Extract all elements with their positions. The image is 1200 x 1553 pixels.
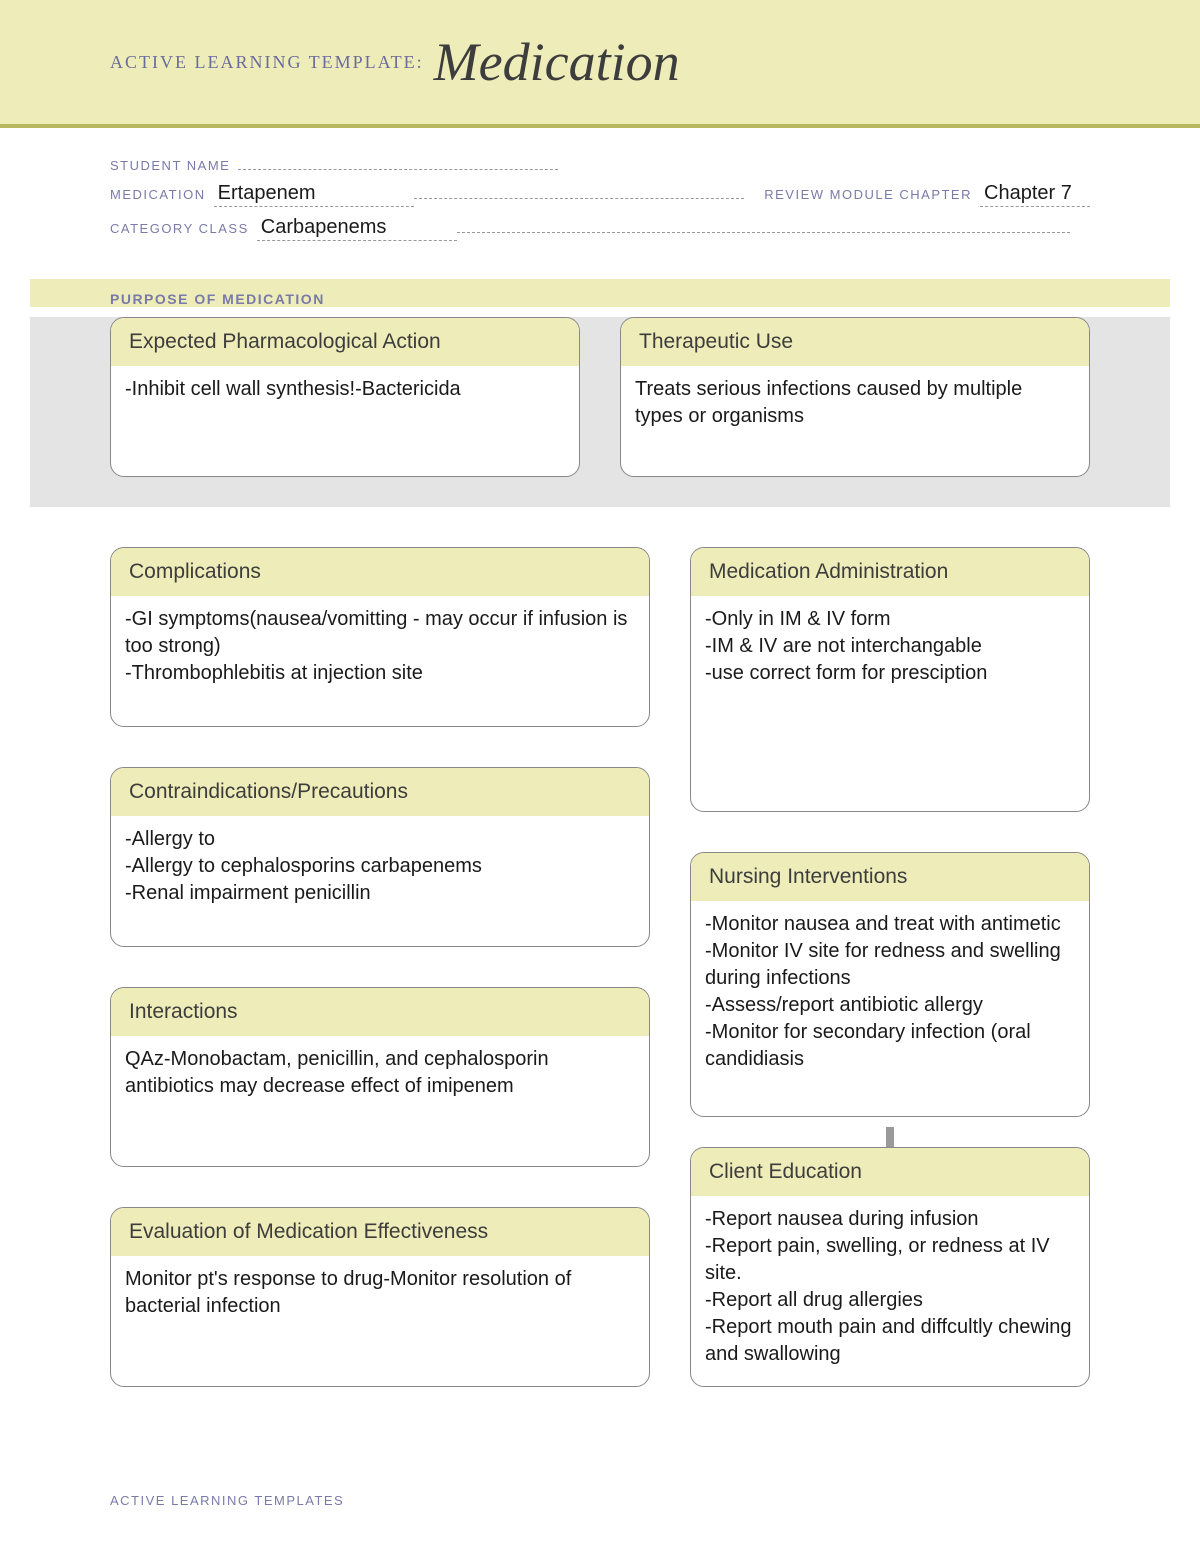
pharm-action-box: Expected Pharmacological Action -Inhibit…	[110, 317, 580, 477]
contraindications-body: -Allergy to -Allergy to cephalosporins c…	[111, 816, 649, 946]
header-band: ACTIVE LEARNING TEMPLATE: Medication	[0, 0, 1200, 128]
medication-value[interactable]: Ertapenem	[214, 182, 414, 207]
student-name-value[interactable]	[238, 168, 558, 170]
administration-title: Medication Administration	[691, 548, 1089, 596]
connector: Client Education -Report nausea during i…	[690, 1157, 1090, 1387]
purpose-wrap: Expected Pharmacological Action -Inhibit…	[30, 317, 1170, 507]
nursing-interventions-box: Nursing Interventions -Monitor nausea an…	[690, 852, 1090, 1117]
contraindications-title: Contraindications/Precautions	[111, 768, 649, 816]
contraindications-box: Contraindications/Precautions -Allergy t…	[110, 767, 650, 947]
pharm-action-title: Expected Pharmacological Action	[111, 318, 579, 366]
line-filler	[414, 181, 745, 199]
client-education-box: Client Education -Report nausea during i…	[690, 1147, 1090, 1387]
client-education-title: Client Education	[691, 1148, 1089, 1196]
interactions-body: QAz-Monobactam, penicillin, and cephalos…	[111, 1036, 649, 1166]
medication-label: MEDICATION	[110, 187, 206, 202]
therapeutic-use-body: Treats serious infections caused by mult…	[621, 366, 1089, 476]
nursing-interventions-title: Nursing Interventions	[691, 853, 1089, 901]
line-filler-2	[457, 215, 1070, 233]
evaluation-body: Monitor pt's response to drug-Monitor re…	[111, 1256, 649, 1386]
header-prefix: ACTIVE LEARNING TEMPLATE:	[110, 52, 424, 73]
client-education-body: -Report nausea during infusion -Report p…	[691, 1196, 1089, 1386]
therapeutic-use-title: Therapeutic Use	[621, 318, 1089, 366]
category-value[interactable]: Carbapenems	[257, 216, 457, 241]
complications-title: Complications	[111, 548, 649, 596]
evaluation-box: Evaluation of Medication Effectiveness M…	[110, 1207, 650, 1387]
category-label: CATEGORY CLASS	[110, 221, 249, 236]
footer-text: ACTIVE LEARNING TEMPLATES	[110, 1493, 344, 1508]
student-name-label: STUDENT NAME	[110, 158, 230, 173]
pharm-action-body: -Inhibit cell wall synthesis!-Bactericid…	[111, 366, 579, 476]
left-column: Complications -GI symptoms(nausea/vomitt…	[110, 547, 650, 1387]
administration-body: -Only in IM & IV form -IM & IV are not i…	[691, 596, 1089, 806]
meta-section: STUDENT NAME MEDICATION Ertapenem REVIEW…	[0, 128, 1200, 269]
therapeutic-use-box: Therapeutic Use Treats serious infection…	[620, 317, 1090, 477]
purpose-section: PURPOSE OF MEDICATION	[30, 279, 1170, 307]
review-value[interactable]: Chapter 7	[980, 182, 1090, 207]
complications-body: -GI symptoms(nausea/vomitting - may occu…	[111, 596, 649, 726]
complications-box: Complications -GI symptoms(nausea/vomitt…	[110, 547, 650, 727]
main-grid: Complications -GI symptoms(nausea/vomitt…	[0, 507, 1200, 1417]
review-label: REVIEW MODULE CHAPTER	[764, 187, 972, 202]
interactions-box: Interactions QAz-Monobactam, penicillin,…	[110, 987, 650, 1167]
administration-box: Medication Administration -Only in IM & …	[690, 547, 1090, 812]
purpose-label: PURPOSE OF MEDICATION	[110, 291, 1090, 307]
right-column: Medication Administration -Only in IM & …	[690, 547, 1090, 1387]
evaluation-title: Evaluation of Medication Effectiveness	[111, 1208, 649, 1256]
header-title: Medication	[434, 31, 680, 93]
interactions-title: Interactions	[111, 988, 649, 1036]
nursing-interventions-body: -Monitor nausea and treat with antimetic…	[691, 901, 1089, 1091]
